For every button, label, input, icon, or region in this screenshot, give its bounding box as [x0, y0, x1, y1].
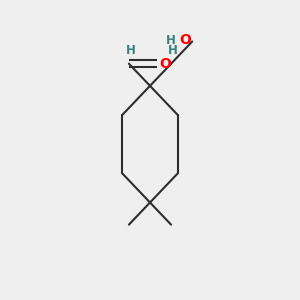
- Text: H: H: [125, 44, 135, 57]
- Text: H: H: [168, 44, 178, 57]
- Text: O: O: [179, 33, 191, 47]
- Text: H: H: [165, 34, 175, 46]
- Text: O: O: [159, 57, 171, 71]
